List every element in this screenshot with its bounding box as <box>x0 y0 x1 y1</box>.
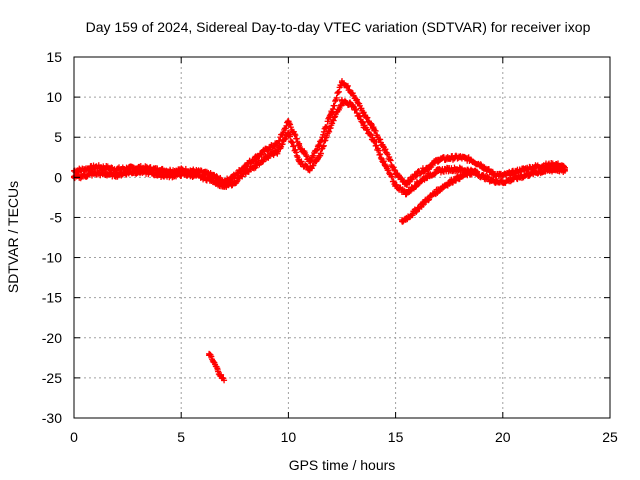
y-tick-label: -20 <box>42 330 62 346</box>
series-fill-points <box>399 167 480 225</box>
series-fill-points <box>206 351 227 382</box>
y-tick-label: 10 <box>46 89 62 105</box>
x-axis-label: GPS time / hours <box>289 457 396 473</box>
series-main-track-upper <box>71 78 568 188</box>
tick-layer: 0 5 10 15 20 25 15 10 5 0 -5 -10 -15 -20 -25 -30 <box>42 49 618 445</box>
series-outlier-segment <box>206 350 228 384</box>
plot-frame <box>73 56 611 419</box>
x-tick-label: 25 <box>602 429 618 445</box>
y-tick-label: -10 <box>42 250 62 266</box>
x-tick-label: 0 <box>70 429 78 445</box>
y-tick-label: -5 <box>50 209 63 225</box>
y-tick-label: 5 <box>54 129 62 145</box>
data-marks <box>71 78 568 384</box>
y-tick-label: -25 <box>42 370 62 386</box>
grid-layer <box>74 57 610 418</box>
y-tick-label: 15 <box>46 49 62 65</box>
y-tick-label: 0 <box>54 169 62 185</box>
y-tick-label: -15 <box>42 290 62 306</box>
x-tick-label: 15 <box>388 429 404 445</box>
chart-title: Day 159 of 2024, Sidereal Day-to-day VTE… <box>86 19 591 35</box>
x-tick-label: 20 <box>495 429 511 445</box>
x-tick-label: 5 <box>177 429 185 445</box>
y-tick-label: -30 <box>42 410 62 426</box>
x-tick-label: 10 <box>281 429 297 445</box>
series-descending-branch <box>399 167 481 225</box>
y-axis-label: SDTVAR / TECUs <box>5 181 21 293</box>
series-fill-points <box>71 79 568 188</box>
